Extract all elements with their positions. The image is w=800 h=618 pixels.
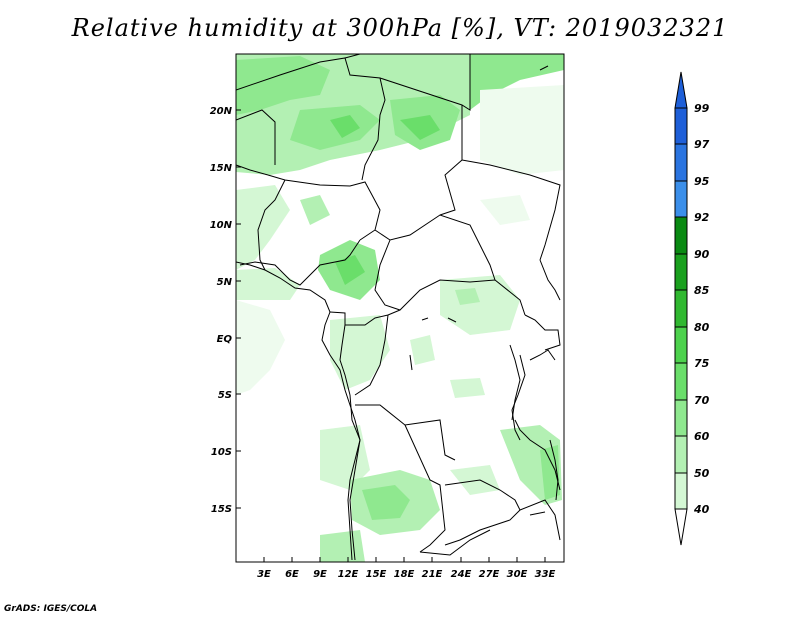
lat-label-20n: 20N [210, 106, 233, 117]
colorbar: 99 97 95 92 90 85 80 75 70 60 50 40 [674, 71, 710, 546]
longitude-axis: 3E 6E 9E 12E 15E 18E 21E 24E 27E 30E 33E [257, 557, 556, 580]
lon-label-27e: 27E [479, 569, 500, 580]
colorbar-label-50: 50 [694, 467, 710, 480]
lon-label-18e: 18E [394, 569, 415, 580]
colorbar-segment-85-80 [674, 289, 688, 328]
lon-label-24e: 24E [451, 569, 472, 580]
lon-label-6e: 6E [285, 569, 299, 580]
lon-label-9e: 9E [313, 569, 327, 580]
colorbar-label-80: 80 [694, 321, 710, 334]
colorbar-label-95: 95 [694, 175, 710, 188]
map-frame [235, 53, 565, 563]
lon-label-30e: 30E [507, 569, 528, 580]
lat-label-15s: 15S [211, 504, 232, 515]
colorbar-segment-97-95 [674, 143, 688, 182]
colorbar-segment-60-50 [674, 435, 688, 474]
colorbar-segment-99-97 [674, 107, 688, 145]
colorbar-segment-80-75 [674, 326, 688, 364]
lat-label-5n: 5N [217, 277, 233, 288]
colorbar-label-92: 92 [694, 211, 710, 224]
colorbar-segment-70-60 [674, 399, 688, 437]
colorbar-label-99: 99 [694, 102, 710, 115]
lon-label-33e: 33E [535, 569, 556, 580]
colorbar-label-85: 85 [694, 284, 710, 297]
lat-label-10s: 10S [211, 447, 232, 458]
humidity-shading [236, 54, 564, 562]
colorbar-label-70: 70 [694, 394, 710, 407]
lat-label-5s: 5S [218, 390, 232, 401]
lat-label-15n: 15N [210, 163, 233, 174]
colorbar-segment-95-92 [674, 180, 688, 218]
colorbar-label-75: 75 [694, 357, 710, 370]
lat-label-eq: EQ [217, 334, 233, 345]
country-borders [236, 54, 561, 561]
lat-label-10n: 10N [210, 220, 233, 231]
coastline [236, 65, 559, 561]
chart-title: Relative humidity at 300hPa [%], VT: 201… [71, 14, 729, 42]
lon-label-12e: 12E [338, 569, 359, 580]
lon-label-15e: 15E [366, 569, 387, 580]
colorbar-label-40: 40 [693, 503, 710, 516]
colorbar-segment-92-90 [674, 216, 688, 255]
grads-credit: GrADS: IGES/COLA [4, 604, 98, 614]
colorbar-label-97: 97 [694, 138, 710, 151]
latitude-axis: 20N 15N 10N 5N EQ 5S 10S 15S [210, 106, 241, 515]
colorbar-top-arrow [674, 71, 688, 109]
colorbar-label-60: 60 [694, 430, 710, 443]
colorbar-segment-75-70 [674, 362, 688, 401]
colorbar-segment-50-40 [674, 472, 688, 510]
lon-label-3e: 3E [257, 569, 271, 580]
colorbar-label-90: 90 [694, 248, 710, 261]
lon-label-21e: 21E [422, 569, 443, 580]
colorbar-bottom-arrow [674, 508, 688, 546]
colorbar-segment-90-85 [674, 253, 688, 291]
